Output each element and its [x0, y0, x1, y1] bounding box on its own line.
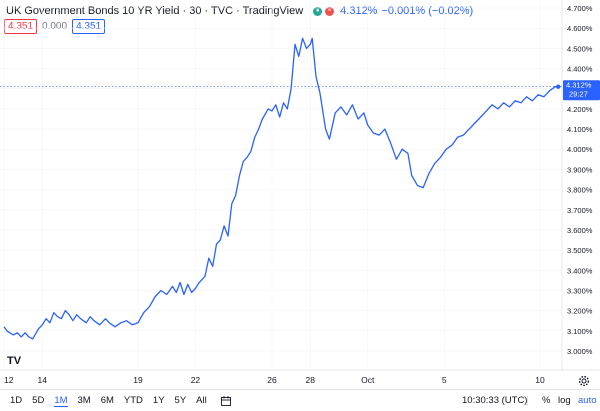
- auto-toggle[interactable]: auto: [578, 395, 597, 406]
- settings-icon[interactable]: [578, 374, 590, 387]
- x-tick-label: 14: [38, 375, 48, 385]
- x-tick-label: 10: [535, 375, 545, 385]
- bottom-toolbar: 1D 5D 1M 3M 6M YTD 1Y 5Y All 10:30:33 (UTC) % lo…: [0, 389, 600, 411]
- y-tick-label: 4.000%: [567, 145, 593, 154]
- quote-row: 4.351 0.000 4.351: [4, 19, 106, 34]
- chart-grid: [0, 0, 562, 370]
- timeframe-1y[interactable]: 1Y: [152, 395, 165, 406]
- market-open-icon[interactable]: ●: [313, 6, 323, 16]
- status-icons: ● ≈: [313, 6, 335, 16]
- x-tick-label: 5: [442, 375, 447, 385]
- y-tick-label: 3.500%: [567, 246, 593, 255]
- bid-price[interactable]: 4.351: [4, 19, 38, 34]
- y-tick-label: 3.200%: [567, 307, 593, 316]
- tradingview-watermark: TV: [7, 355, 22, 367]
- toolbar-divider: [527, 395, 528, 406]
- x-tick-label: Oct: [361, 375, 375, 385]
- x-axis: 12 14 19 22 26 28 Oct 5 10: [0, 0, 600, 385]
- y-tick-label: 3.400%: [567, 266, 593, 275]
- price-label-countdown: 29:27: [569, 89, 588, 98]
- series-line: [3, 37, 559, 340]
- y-tick-label: 3.600%: [567, 226, 593, 235]
- timeframe-5d[interactable]: 5D: [32, 395, 45, 406]
- y-tick-label: 3.900%: [567, 165, 593, 174]
- y-tick-label: 3.300%: [567, 286, 593, 295]
- x-tick-label: 28: [306, 375, 316, 385]
- watermark-text: TV: [7, 355, 22, 367]
- x-tick-label: 19: [133, 375, 143, 385]
- spread-value: 0.000: [42, 21, 68, 32]
- x-tick-label: 22: [191, 375, 201, 385]
- timeframe-1d[interactable]: 1D: [10, 395, 23, 406]
- y-axis: 4.700%4.600%4.500%4.400%4.300%4.200%4.10…: [567, 4, 593, 356]
- x-tick-label: 26: [267, 375, 277, 385]
- y-tick-label: 4.100%: [567, 125, 593, 134]
- timeframe-1m[interactable]: 1M: [54, 394, 68, 407]
- timeframe-buttons: 1D 5D 1M 3M 6M YTD 1Y 5Y All: [0, 395, 207, 407]
- timeframe-6m[interactable]: 6M: [100, 395, 114, 406]
- y-tick-label: 3.000%: [567, 347, 593, 356]
- y-tick-label: 3.700%: [567, 206, 593, 215]
- y-tick-label: 4.700%: [567, 4, 593, 13]
- y-tick-label: 4.500%: [567, 44, 593, 53]
- replay-icon[interactable]: ≈: [325, 6, 335, 16]
- ask-price[interactable]: 4.351: [72, 19, 106, 34]
- timeframe-all[interactable]: All: [196, 395, 207, 406]
- last-point: [555, 84, 561, 89]
- y-tick-label: 3.800%: [567, 186, 593, 195]
- y-tick-label: 4.200%: [567, 105, 593, 114]
- y-tick-label: 4.400%: [567, 65, 593, 74]
- timeframe-5y[interactable]: 5Y: [174, 395, 187, 406]
- utc-clock[interactable]: 10:30:33 (UTC): [462, 395, 528, 406]
- log-toggle[interactable]: log: [558, 395, 571, 406]
- x-tick-label: 12: [4, 375, 14, 385]
- timeframe-3m[interactable]: 3M: [77, 395, 91, 406]
- price-label-value: 4.312%: [566, 80, 592, 89]
- y-tick-label: 4.600%: [567, 24, 593, 33]
- timeframe-ytd[interactable]: YTD: [123, 395, 143, 406]
- calendar-icon[interactable]: [220, 395, 231, 406]
- y-tick-label: 3.100%: [567, 327, 593, 336]
- percent-toggle[interactable]: %: [542, 395, 551, 406]
- price-chart[interactable]: 4.700%4.600%4.500%4.400%4.300%4.200%4.10…: [0, 0, 600, 389]
- price-label: 4.312% 29:27: [563, 80, 600, 101]
